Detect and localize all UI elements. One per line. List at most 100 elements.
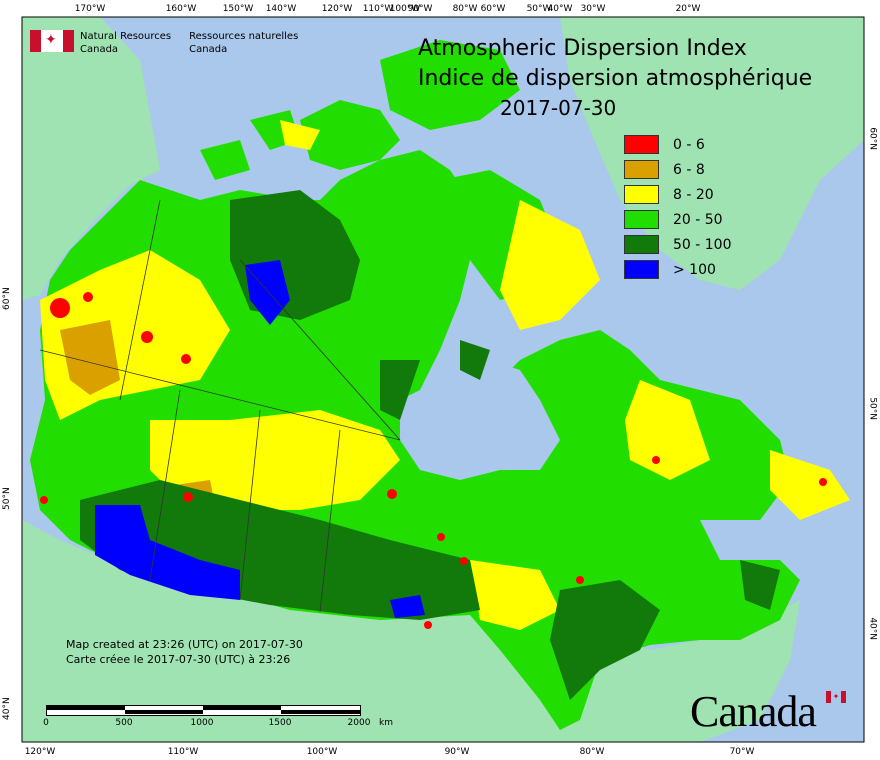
zone-dark-green-quebec xyxy=(550,580,660,700)
map-border xyxy=(21,16,865,743)
graticule-label: 90°W xyxy=(444,747,470,757)
scale-label: 1000 xyxy=(190,718,214,728)
canada-flag-icon: ✦ xyxy=(30,30,74,52)
org-name-en: Natural Resources Canada xyxy=(80,31,172,55)
graticule-label: 70°W xyxy=(729,747,755,757)
red-spot xyxy=(460,557,468,565)
scale-bar-graphic xyxy=(46,705,361,716)
legend-item: 20 - 50 xyxy=(624,207,732,232)
red-spot xyxy=(424,621,432,629)
map-date: 2017-07-30 xyxy=(500,96,617,120)
legend-swatch xyxy=(624,185,659,204)
legend-item: 50 - 100 xyxy=(624,232,732,257)
graticule-label: 120°W xyxy=(321,4,353,14)
scale-bar: 0 500 1000 1500 2000 km xyxy=(43,705,393,728)
graticule-label: 80°W xyxy=(579,747,605,757)
red-spot xyxy=(652,456,660,464)
zone-yellow-newfoundland xyxy=(770,450,850,520)
graticule-label: 60°N xyxy=(2,287,12,310)
graticule-label: 170°W xyxy=(74,4,106,14)
province-boundaries xyxy=(39,199,401,613)
graticule-label: 100°W xyxy=(389,4,421,14)
scale-label: 500 xyxy=(115,718,133,728)
red-spot xyxy=(183,492,193,502)
arctic-island-1 xyxy=(300,100,400,170)
graticule-label: 50°N xyxy=(2,487,12,510)
credit-fr: Carte créee le 2017-07-30 (UTC) à 23:26 xyxy=(66,653,291,666)
zone-yellow-baffin xyxy=(500,200,600,330)
legend-label: 20 - 50 xyxy=(673,211,723,228)
united-states xyxy=(22,520,800,742)
graticule-label: 160°W xyxy=(165,4,197,14)
red-spot xyxy=(141,331,153,343)
graticule-label: 60°N xyxy=(868,127,878,150)
graticule-label: 110°W xyxy=(362,4,394,14)
scale-label: 0 xyxy=(43,718,49,728)
graticule-label: 50°N xyxy=(868,397,878,420)
graticule-label: 50°W xyxy=(526,4,552,14)
zone-yellow-labrador xyxy=(625,380,710,480)
graticule-label: 110°W xyxy=(167,747,199,757)
red-spot xyxy=(83,292,93,302)
legend-swatch xyxy=(624,210,659,229)
scale-label: 2000 xyxy=(347,718,371,728)
canada-flag-icon: ✦ xyxy=(826,691,846,703)
legend-swatch xyxy=(624,135,659,154)
red-spot xyxy=(40,496,48,504)
canada-wordmark: Canada xyxy=(690,687,817,736)
zone-dark-green-maritimes xyxy=(740,560,780,610)
red-spot xyxy=(181,354,191,364)
legend-swatch xyxy=(624,235,659,254)
org-name-fr: Ressources naturelles Canada xyxy=(189,31,299,55)
zone-yellow-arctic xyxy=(280,120,320,150)
greenland xyxy=(560,17,864,290)
graticule-label: 60°W xyxy=(480,4,506,14)
graticule-label: 40°N xyxy=(868,617,878,640)
legend-item: 8 - 20 xyxy=(624,182,732,207)
graticule-label: 140°W xyxy=(265,4,297,14)
graticule-label: 150°W xyxy=(222,4,254,14)
zone-blue-north xyxy=(245,260,290,325)
legend-label: > 100 xyxy=(673,261,716,278)
red-spot xyxy=(387,489,397,499)
graticule-label: 100°W xyxy=(306,747,338,757)
zone-dark-green-east xyxy=(460,340,490,380)
red-spot xyxy=(576,576,584,584)
graticule-label: 30°W xyxy=(580,4,606,14)
legend-label: 0 - 6 xyxy=(673,136,705,153)
zone-blue-ontario xyxy=(390,595,425,618)
scale-label: 1500 xyxy=(268,718,292,728)
scale-unit: km xyxy=(379,718,393,728)
red-spot xyxy=(437,533,445,541)
credit-text: Map created at 23:26 (UTC) on 2017-07-30… xyxy=(66,637,303,667)
legend-label: 8 - 20 xyxy=(673,186,714,203)
legend-swatch xyxy=(624,260,659,279)
legend-item: 0 - 6 xyxy=(624,132,732,157)
red-spot xyxy=(819,478,827,486)
legend-item: 6 - 8 xyxy=(624,157,732,182)
graticule-label: 120°W xyxy=(24,747,56,757)
ellesmere-island xyxy=(380,40,520,130)
zone-dark-green-hudson xyxy=(380,360,420,420)
legend-label: 50 - 100 xyxy=(673,236,732,253)
legend: 0 - 6 6 - 8 8 - 20 20 - 50 50 - 100 > 100 xyxy=(624,132,732,282)
title-fr: Indice de dispersion atmosphérique xyxy=(418,66,813,91)
zone-yellow-ontario xyxy=(470,560,560,630)
zone-blue-south xyxy=(95,505,240,600)
graticule-label: 20°W xyxy=(675,4,701,14)
credit-en: Map created at 23:26 (UTC) on 2017-07-30 xyxy=(66,638,303,651)
graticule-label: 40°N xyxy=(2,697,12,720)
nrcan-logo: ✦ Natural Resources Canada Ressources nat… xyxy=(30,30,298,56)
legend-swatch xyxy=(624,160,659,179)
zone-orange-bc xyxy=(60,320,120,395)
red-spot xyxy=(50,298,70,318)
graticule-label: 80°W xyxy=(452,4,478,14)
hudson-bay xyxy=(400,360,560,480)
graticule-label: 40°W xyxy=(547,4,573,14)
legend-label: 6 - 8 xyxy=(673,161,705,178)
title-en: Atmospheric Dispersion Index xyxy=(418,36,747,61)
graticule-label: 90°W xyxy=(407,4,433,14)
zone-yellow-prairies xyxy=(150,410,400,510)
